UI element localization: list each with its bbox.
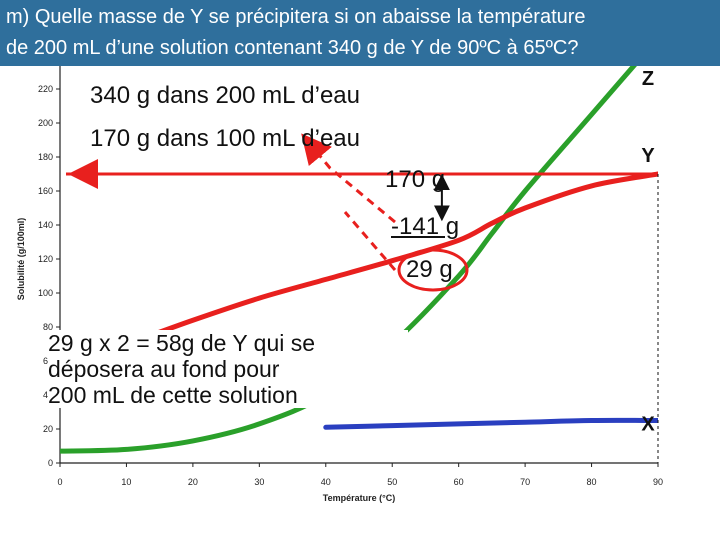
note-29g: 29 g xyxy=(406,256,453,283)
note-170g-100ml: 170 g dans 100 mL d’eau xyxy=(90,125,360,152)
x-tick-label: 10 xyxy=(121,477,131,487)
y-tick-label: 0 xyxy=(48,458,53,468)
pointer-dashed-1 xyxy=(301,133,396,224)
y-tick-label: 100 xyxy=(38,288,53,298)
y-tick-label: 80 xyxy=(43,322,53,332)
x-tick-label: 60 xyxy=(454,477,464,487)
result-circle xyxy=(397,248,469,292)
y-tick-label: 220 xyxy=(38,84,53,94)
question-line-1: m) Quelle masse de Y se précipitera si o… xyxy=(6,6,586,28)
y-tick-label: 40 xyxy=(43,390,53,400)
series-label-x: X xyxy=(641,414,655,436)
x-tick-label: 20 xyxy=(188,477,198,487)
series-label-y: Y xyxy=(641,145,655,167)
curve-x xyxy=(323,417,658,430)
note-170g: 170 g xyxy=(385,166,446,193)
x-tick-label: 70 xyxy=(520,477,530,487)
series-label-z: Z xyxy=(642,68,654,90)
x-tick-label: 40 xyxy=(321,477,331,487)
y-tick-label: 160 xyxy=(38,186,53,196)
question-banner: m) Quelle masse de Y se précipitera si o… xyxy=(0,0,720,66)
conclusion-line-2: déposera au fond pour xyxy=(48,356,280,382)
conclusion-text: 29 g x 2 = 58g de Y qui se déposera au f… xyxy=(48,330,408,408)
x-tick-label: 90 xyxy=(653,477,663,487)
conclusion-line-3: 200 mL de cette solution xyxy=(48,382,298,408)
x-tick-label: 0 xyxy=(57,477,62,487)
question-line-2: de 200 mL d’une solution contenant 340 g… xyxy=(6,37,579,59)
conclusion-line-1: 29 g x 2 = 58g de Y qui se xyxy=(48,330,316,356)
x-tick-label: 30 xyxy=(254,477,264,487)
y-tick-label: 120 xyxy=(38,254,53,264)
note-340g: 340 g dans 200 mL d’eau xyxy=(90,82,360,109)
x-tick-label: 50 xyxy=(387,477,397,487)
curve-y xyxy=(60,171,658,369)
pointer-dashed-2 xyxy=(343,211,397,271)
y-tick-label: 140 xyxy=(38,220,53,230)
note-minus-141g: -141 g xyxy=(391,213,460,240)
y-tick-label: 200 xyxy=(38,118,53,128)
y-tick-label: 20 xyxy=(43,424,53,434)
y-tick-label: 60 xyxy=(43,356,53,366)
y-axis-label: Solubilité (g/100ml) xyxy=(16,218,26,301)
x-axis-label: Température (°C) xyxy=(323,493,395,503)
x-tick-label: 80 xyxy=(587,477,597,487)
y-tick-label: 180 xyxy=(38,152,53,162)
